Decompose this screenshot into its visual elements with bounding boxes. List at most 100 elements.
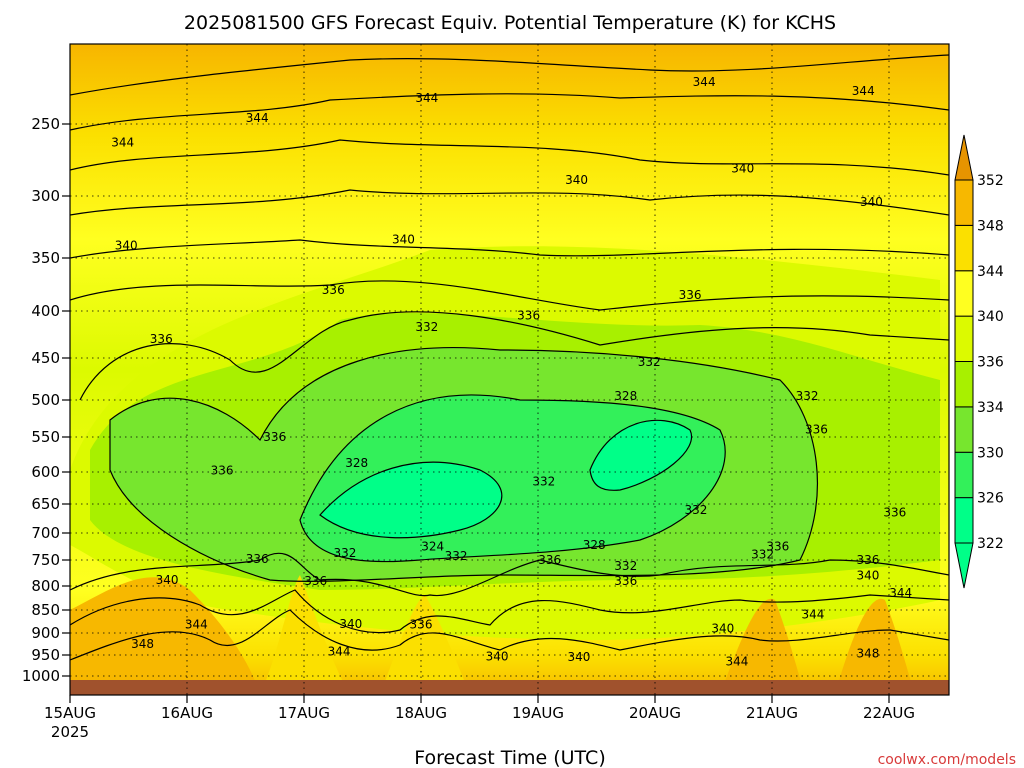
colorbar-segment (954, 179, 974, 226)
x-tick-label: 22AUG (863, 704, 915, 722)
x-axis-label: Forecast Time (UTC) (414, 747, 605, 768)
y-tick-label: 450 (31, 349, 60, 367)
contour-label: 340 (860, 195, 883, 209)
contour-label: 332 (333, 546, 356, 560)
contour-line (70, 589, 949, 634)
contour-label: 344 (328, 644, 351, 658)
y-tick-label: 400 (31, 302, 60, 320)
contour-label: 328 (583, 538, 606, 552)
contour-label: 336 (805, 423, 828, 437)
colorbar-label: 330 (977, 445, 1004, 461)
contour-line (589, 419, 693, 491)
contour-label: 340 (339, 617, 362, 631)
contour-label: 336 (856, 553, 879, 567)
contour-label: 336 (263, 430, 286, 444)
x-tick-label: 15AUG (44, 704, 96, 722)
y-tick-label: 550 (31, 428, 60, 446)
colorbar: 322 326 330 334 336 340 344 348 352 (954, 134, 1004, 589)
contour-label: 336 (517, 309, 540, 323)
contour-label: 344 (889, 586, 912, 600)
contour-label: 332 (532, 475, 555, 489)
contour-line (299, 394, 726, 563)
contour-label: 332 (751, 548, 774, 562)
field-low-bulge-3 (380, 595, 470, 695)
colorbar-extend-bottom (954, 542, 974, 589)
contour-label: 348 (131, 637, 154, 651)
colorbar-segment (954, 270, 974, 317)
colorbar-label: 352 (977, 173, 1004, 189)
y-tick-label: 250 (31, 115, 60, 133)
contour-label: 336 (766, 540, 789, 554)
colorbar-extend-top (954, 134, 974, 181)
field-low-bulge-1 (70, 577, 260, 695)
contour-label: 332 (415, 320, 438, 334)
colorbar-label: 340 (977, 309, 1004, 325)
x-tick-label: 17AUG (278, 704, 330, 722)
x-axis: 15AUG 16AUG 17AUG 18AUG 19AUG 20AUG 21AUG 22AUG (44, 695, 915, 722)
contour-label: 344 (801, 608, 824, 622)
contour-line (70, 280, 949, 311)
colorbar-label: 322 (977, 536, 1004, 552)
y-tick-label: 1000 (22, 667, 60, 685)
contour-label: 336 (322, 283, 345, 297)
y-tick-label: 700 (31, 524, 60, 542)
field-low-bulge-2 (260, 575, 350, 695)
field-322b (590, 420, 692, 491)
x-axis-year: 2025 (51, 723, 89, 741)
colorbar-label: 348 (977, 218, 1004, 234)
y-tick-label: 850 (31, 601, 60, 619)
contour-label: 336 (304, 574, 327, 588)
contour-label: 336 (150, 332, 173, 346)
contour-label: 340 (156, 573, 179, 587)
contour-line (70, 609, 949, 661)
contour-line (319, 461, 503, 539)
contour-label: 324 (421, 540, 444, 554)
contour-label: 336 (246, 552, 269, 566)
contour-line (70, 239, 949, 259)
y-tick-label: 300 (31, 187, 60, 205)
contour-line (70, 54, 949, 96)
contour-label: 344 (852, 84, 875, 98)
contour-label: 344 (693, 75, 716, 89)
y-axis: 250 300 350 400 450 500 550 600 650 700 750 800 850 9… (22, 115, 70, 685)
y-tick-label: 350 (31, 249, 60, 267)
field-blobs (70, 246, 940, 695)
contour-label: 336 (211, 464, 234, 478)
y-tick-label: 750 (31, 551, 60, 569)
contour-label: 344 (725, 654, 748, 668)
contour-label: 328 (345, 456, 368, 470)
credit: coolwx.com/models (878, 752, 1016, 768)
grid (70, 44, 949, 695)
colorbar-segment (954, 497, 974, 544)
contour-label: 344 (415, 91, 438, 105)
contour-label: 336 (679, 288, 702, 302)
colorbar-segment (954, 451, 974, 499)
contour-label: 332 (684, 503, 707, 517)
plot-frame (69, 43, 950, 696)
contour-label: 332 (638, 355, 661, 369)
contour-label: 344 (246, 111, 269, 125)
contour-line (109, 347, 819, 582)
x-tick-label: 20AUG (629, 704, 681, 722)
colorbar-segment (954, 406, 974, 453)
contour-label: 340 (392, 232, 415, 246)
field-322 (320, 462, 502, 538)
contour-label: 332 (614, 559, 637, 573)
contour-label: 344 (111, 136, 134, 150)
field-low-bulge-4 (720, 598, 805, 695)
x-tick-label: 19AUG (512, 704, 564, 722)
contour-label: 340 (711, 621, 734, 635)
contour-label: 340 (486, 650, 509, 664)
contour-label: 344 (185, 618, 208, 632)
contour-label: 336 (538, 553, 561, 567)
contour-label: 340 (567, 650, 590, 664)
y-tick-label: 950 (31, 646, 60, 664)
contour-label: 328 (614, 389, 637, 403)
contour-lines (70, 54, 949, 661)
contour-line (79, 311, 949, 401)
ground-strip (70, 680, 949, 695)
contour-label: 332 (796, 389, 819, 403)
